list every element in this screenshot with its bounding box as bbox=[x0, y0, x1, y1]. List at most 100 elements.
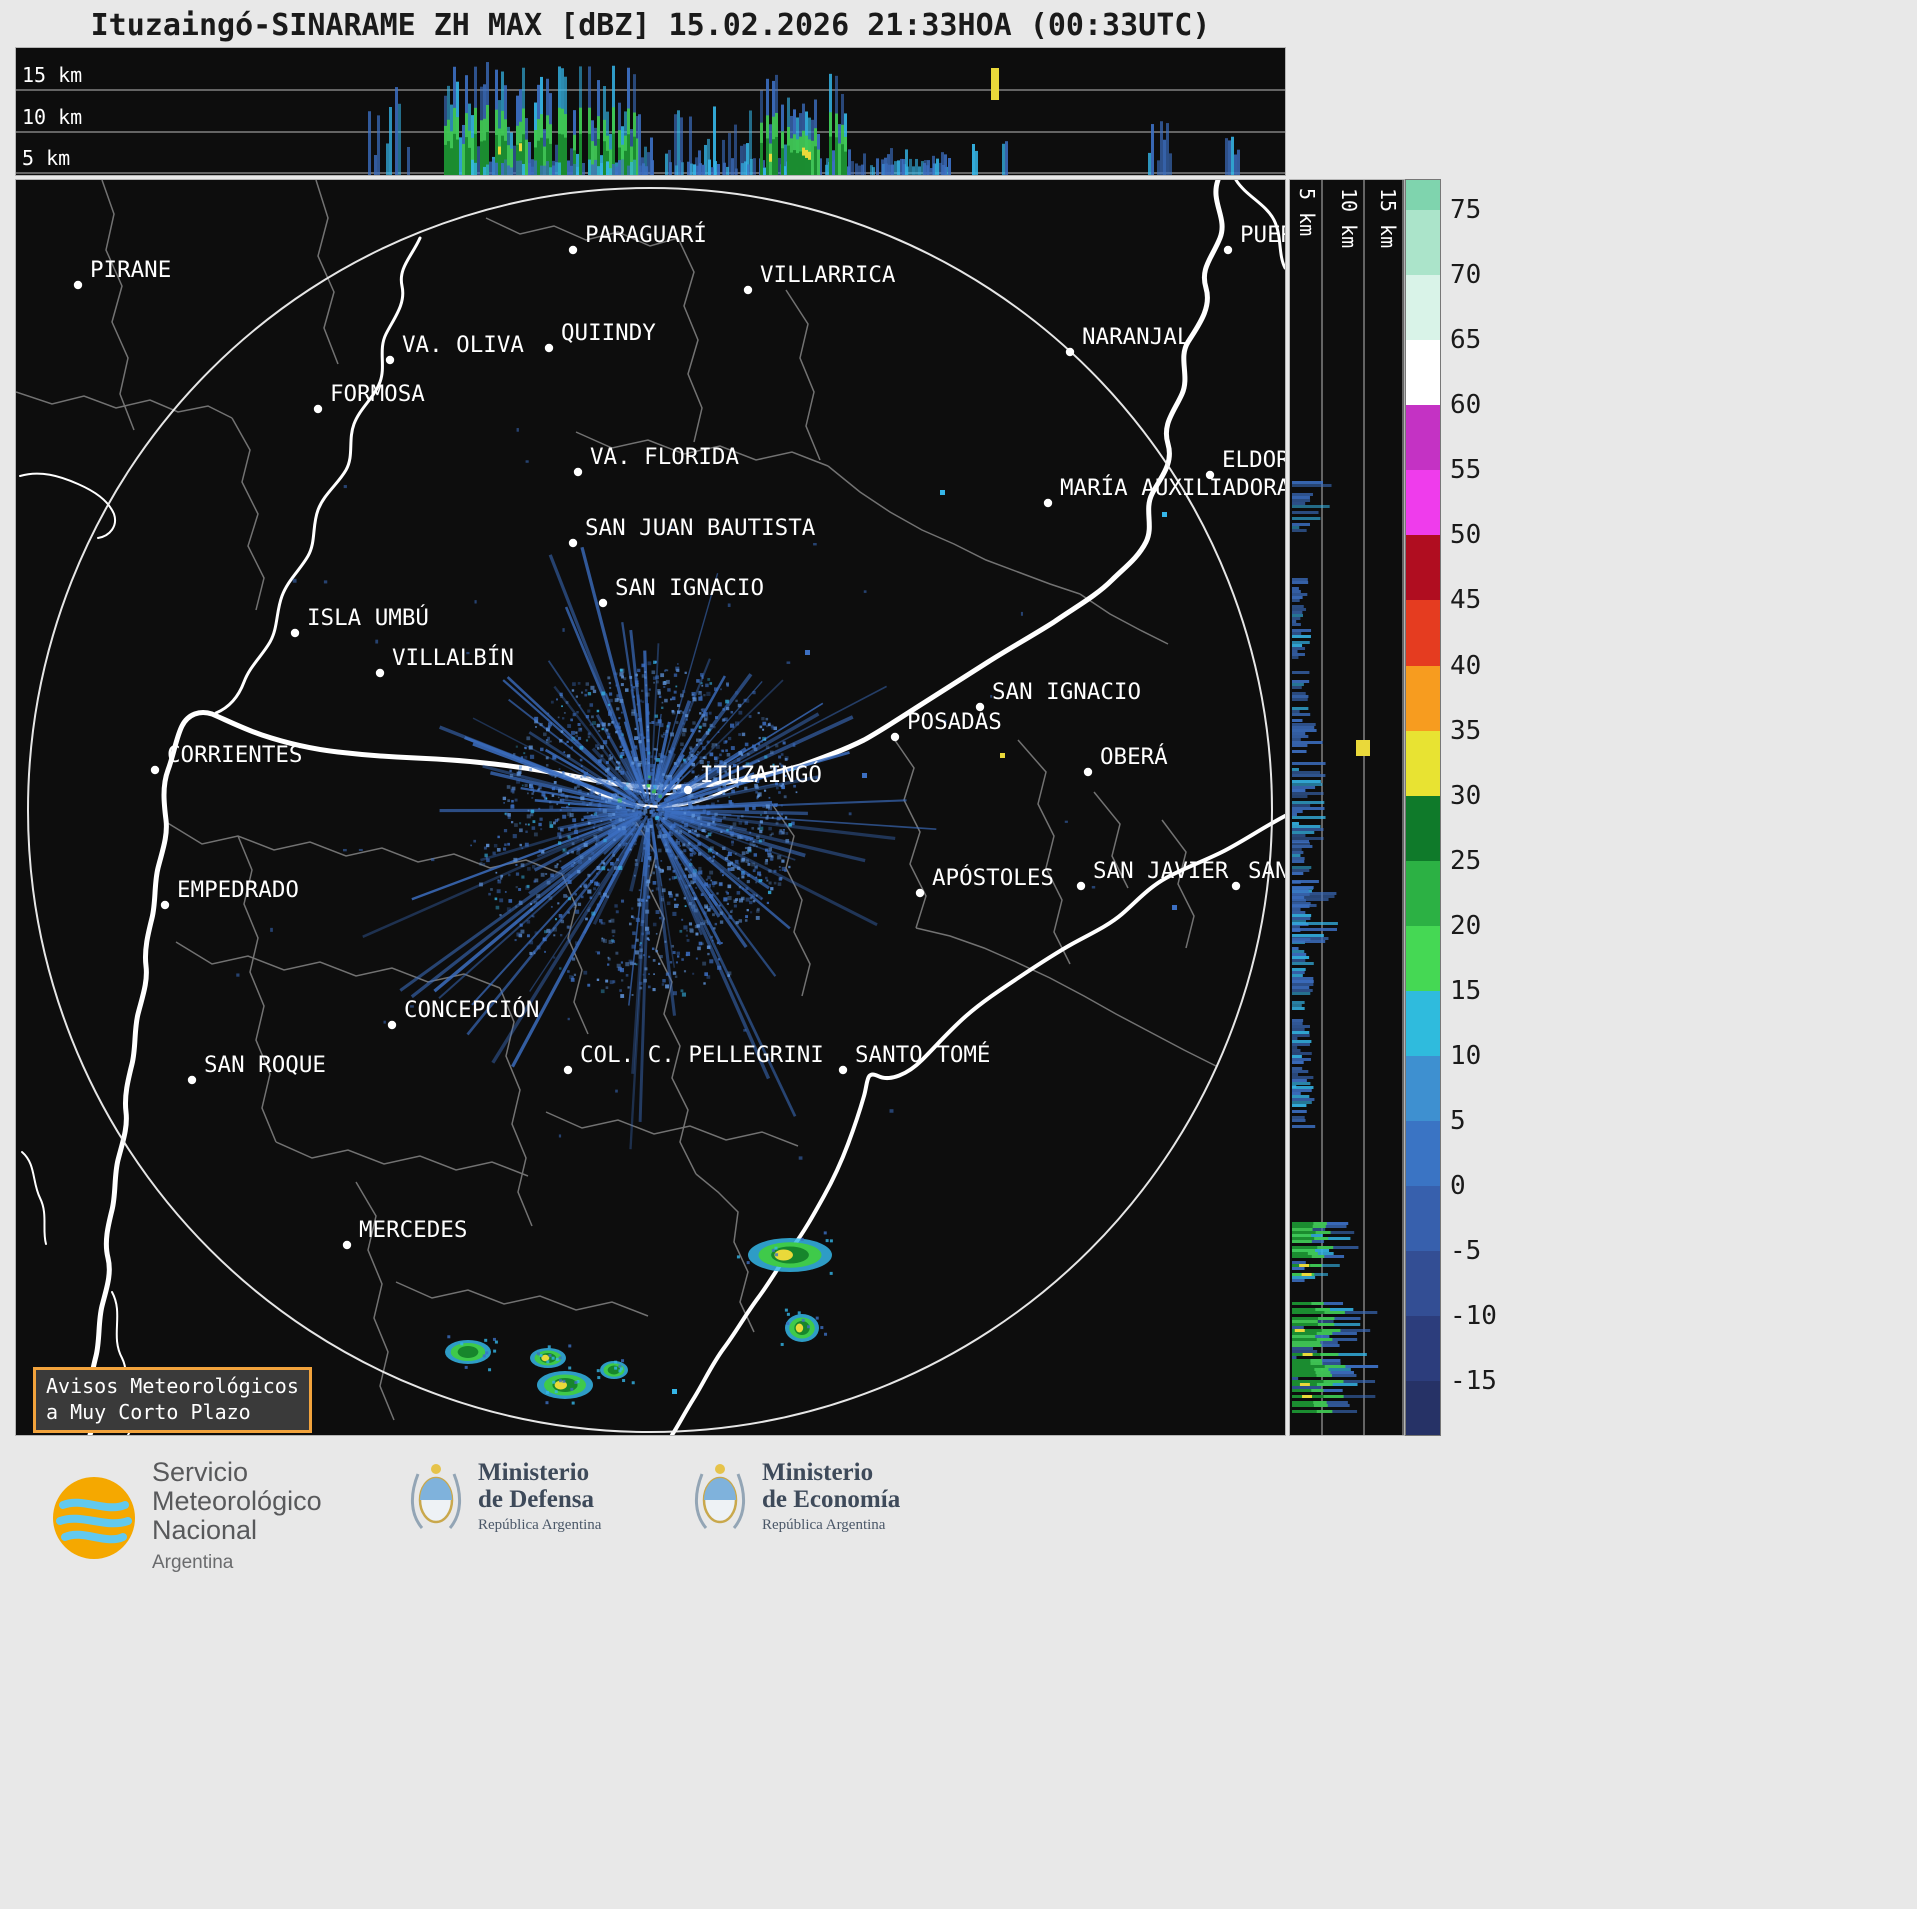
city-marker: SAN ROQUE bbox=[187, 1052, 326, 1085]
colorbar-band bbox=[1406, 1251, 1440, 1317]
city-label: ISLA UMBÚ bbox=[307, 603, 429, 631]
colorbar-tick-label: 60 bbox=[1450, 390, 1482, 421]
echo-speck bbox=[862, 773, 867, 778]
city-label: MERCEDES bbox=[359, 1217, 467, 1243]
smn-wordmark: Servicio Meteorológico Nacional Argentin… bbox=[152, 1458, 322, 1577]
colorbar-band bbox=[1406, 210, 1440, 276]
colorbar-band bbox=[1406, 665, 1440, 731]
ministry-wordmark: Ministerio de Economía República Argenti… bbox=[762, 1459, 900, 1534]
city-label: EMPEDRADO bbox=[177, 877, 299, 903]
city-marker: PARAGUARÍ bbox=[568, 220, 707, 255]
city-marker: CONCEPCIÓN bbox=[387, 995, 539, 1030]
city-dot bbox=[544, 343, 554, 353]
height-axis-label: 10 km bbox=[1337, 188, 1361, 248]
city-marker: MARÍA AUXILIADORA bbox=[1043, 473, 1285, 508]
colorbar-band bbox=[1406, 730, 1440, 796]
city-dot bbox=[743, 285, 753, 295]
rivers-layer bbox=[19, 180, 1285, 1435]
city-layer: PIRANE PARAGUARÍ VILLARRICA VA. OLIVA QUIIND… bbox=[73, 220, 1285, 1250]
smn-country: Argentina bbox=[152, 1552, 234, 1573]
colorbar-band bbox=[1406, 795, 1440, 861]
city-label: FORMOSA bbox=[330, 381, 425, 407]
footer: Servicio Meteorológico Nacional Argentin… bbox=[0, 1458, 1917, 1598]
city-label: VA. OLIVA bbox=[402, 332, 524, 358]
paraguay-river bbox=[214, 236, 422, 715]
city-marker: ISLA UMBÚ bbox=[290, 603, 429, 638]
city-marker: VA. OLIVA bbox=[385, 332, 524, 365]
city-dot bbox=[568, 245, 578, 255]
city-dot bbox=[838, 1065, 848, 1075]
ministry-name-line: Ministerio bbox=[762, 1458, 874, 1486]
small-river bbox=[21, 1151, 47, 1245]
city-marker: SAN IGNACIO bbox=[975, 679, 1141, 712]
city-marker: ITUZAINGÓ bbox=[683, 760, 822, 795]
city-dot bbox=[573, 467, 583, 477]
colorbar-band bbox=[1406, 405, 1440, 471]
city-dot bbox=[563, 1065, 573, 1075]
ministry-subtitle: República Argentina bbox=[478, 1516, 602, 1533]
city-marker: POSADAS bbox=[890, 709, 1002, 742]
height-axis-label: 15 km bbox=[1376, 188, 1400, 248]
colorbar-tick-label: 35 bbox=[1450, 715, 1482, 746]
river-bend bbox=[1234, 180, 1285, 270]
city-dot bbox=[290, 628, 300, 638]
city-dot bbox=[387, 1020, 397, 1030]
smn-line: Servicio bbox=[152, 1457, 249, 1487]
city-label: PIRANE bbox=[90, 257, 171, 283]
city-label: CONCEPCIÓN bbox=[404, 995, 539, 1023]
colorbar-band bbox=[1406, 990, 1440, 1057]
ministry-wordmark: Ministerio de Defensa República Argentin… bbox=[478, 1459, 601, 1534]
city-dot bbox=[915, 888, 925, 898]
height-axis-label: 15 km bbox=[22, 63, 82, 87]
coat-of-arms-icon bbox=[695, 1464, 745, 1529]
city-marker: CORRIENTES bbox=[150, 742, 302, 775]
city-marker: COL. C. PELLEGRINI bbox=[563, 1042, 824, 1075]
colorbar-tick-label: 30 bbox=[1450, 780, 1482, 811]
colorbar-band bbox=[1406, 1316, 1440, 1382]
colorbar-tick-label: 45 bbox=[1450, 585, 1482, 616]
city-label: ELDORADO bbox=[1222, 447, 1285, 473]
colorbar-band bbox=[1406, 340, 1440, 406]
city-marker: SANTO TOMÉ bbox=[838, 1040, 990, 1075]
ministry-name-line: Ministerio bbox=[478, 1458, 590, 1486]
ministry-name-line: de Economía bbox=[762, 1485, 901, 1513]
city-marker: QUIINDY bbox=[544, 320, 656, 353]
city-dot bbox=[73, 280, 83, 290]
colorbar-tick-label: -15 bbox=[1450, 1366, 1497, 1397]
city-dot bbox=[160, 900, 170, 910]
colorbar-band bbox=[1406, 470, 1440, 536]
echo-speck bbox=[672, 1389, 677, 1394]
coat-of-arms-icon bbox=[411, 1464, 461, 1529]
city-marker: OBERÁ bbox=[1083, 742, 1168, 777]
colorbar-tick-label: 10 bbox=[1450, 1041, 1482, 1072]
city-label: SANTO TOMÉ bbox=[855, 1040, 990, 1068]
uruguay-river bbox=[670, 814, 1285, 1435]
city-marker: MERCEDES bbox=[342, 1217, 467, 1250]
admin-borders-layer bbox=[16, 180, 1217, 1421]
colorbar-tick-label: 15 bbox=[1450, 975, 1482, 1006]
right-cross-section-panel: 5 km 10 km 15 km bbox=[1289, 179, 1405, 1436]
city-marker: SAN JUAN BAUTISTA bbox=[568, 515, 816, 548]
colorbar-band bbox=[1406, 1056, 1440, 1122]
echo-speck bbox=[805, 650, 810, 655]
city-dot bbox=[187, 1075, 197, 1085]
smn-logo bbox=[53, 1476, 135, 1559]
smn-line: Nacional bbox=[152, 1515, 258, 1545]
echo-speck bbox=[940, 490, 945, 495]
city-dot bbox=[1065, 347, 1075, 357]
city-label: NARANJAL bbox=[1082, 324, 1190, 350]
product-title: Ituzaingó-SINARAME ZH MAX [dBZ] 15.02.20… bbox=[90, 8, 1211, 43]
colorbar-band bbox=[1406, 275, 1440, 341]
city-label: SAN JAVIER bbox=[1093, 858, 1229, 884]
city-dot bbox=[890, 732, 900, 742]
city-marker: VA. FLORIDA bbox=[573, 444, 739, 477]
colorbar-labels: 75 70 65 60 55 50 45 40 35 30 25 20 15 10 5 0 -5 -10 -15 bbox=[1450, 180, 1540, 1435]
echo-mark bbox=[991, 68, 999, 100]
city-dot bbox=[385, 355, 395, 365]
city-dot bbox=[1231, 881, 1241, 891]
city-label: SAN IGNACIO bbox=[992, 679, 1141, 705]
city-dot bbox=[1043, 498, 1053, 508]
echo-speck bbox=[1162, 512, 1167, 517]
city-label: COL. C. PELLEGRINI bbox=[580, 1042, 824, 1068]
city-label: VA. FLORIDA bbox=[590, 444, 739, 470]
